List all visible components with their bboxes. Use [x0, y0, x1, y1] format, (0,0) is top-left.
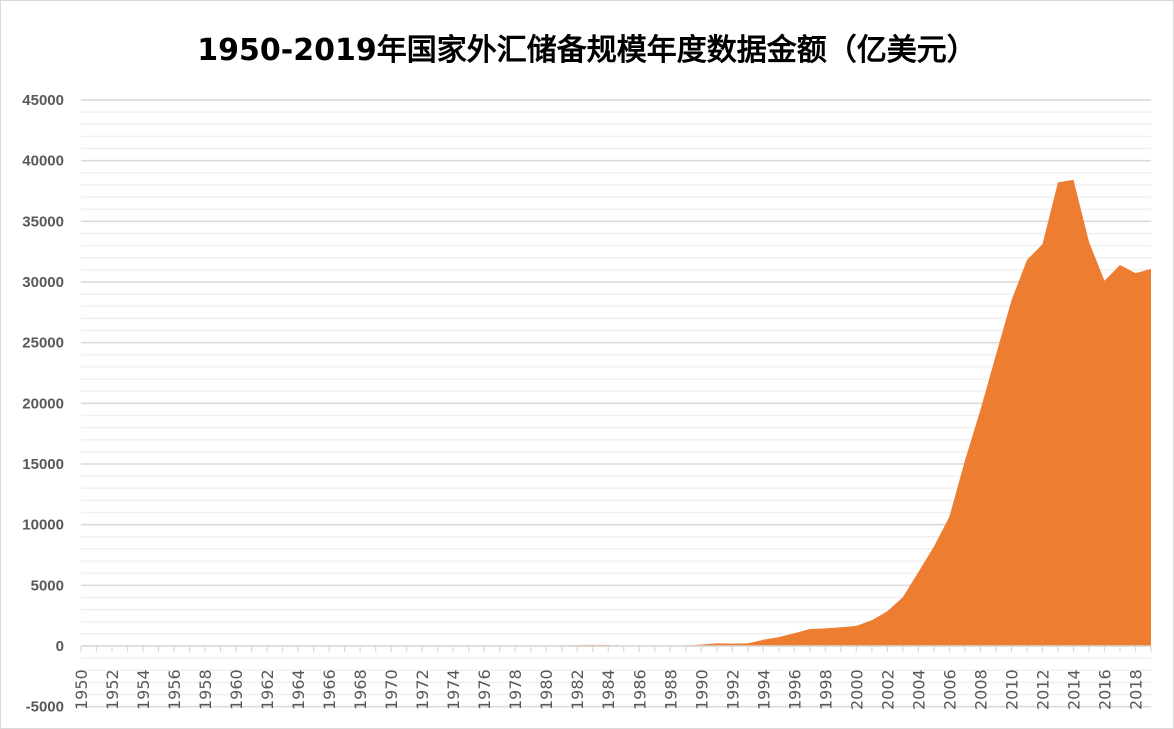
x-tick-label: 2004 [909, 669, 928, 710]
y-tick-label: -5000 [26, 699, 64, 716]
y-tick-label: 35000 [22, 213, 64, 230]
y-tick-label: 25000 [22, 335, 64, 352]
x-tick-label: 1962 [258, 669, 277, 710]
x-tick-label: 1992 [723, 669, 742, 710]
x-tick-label: 1966 [320, 669, 339, 710]
x-tick-label: 2006 [940, 669, 959, 710]
x-tick-label: 1970 [382, 669, 401, 710]
x-tick-label: 1988 [661, 669, 680, 710]
x-tick-label: 1956 [165, 669, 184, 710]
y-tick-label: 30000 [22, 274, 64, 291]
x-tick-label: 1986 [630, 669, 649, 710]
x-tick-label: 2018 [1126, 669, 1145, 710]
x-tick-label: 2008 [971, 669, 990, 710]
y-tick-label: 15000 [22, 456, 64, 473]
chart-title: 1950-2019年国家外汇储备规模年度数据金额（亿美元） [197, 33, 977, 68]
x-tick-label: 2016 [1095, 669, 1114, 710]
x-tick-label: 1998 [816, 669, 835, 710]
x-tick-label: 1972 [413, 669, 432, 710]
y-tick-label: 0 [56, 638, 64, 655]
y-tick-label: 45000 [22, 92, 64, 109]
x-tick-label: 1968 [351, 669, 370, 710]
x-tick-label: 1982 [568, 669, 587, 710]
x-tick-label: 1980 [537, 669, 556, 710]
x-tick-label: 1964 [289, 669, 308, 710]
x-tick-label: 1978 [506, 669, 525, 710]
y-tick-label: 5000 [31, 577, 64, 594]
y-tick-label: 40000 [22, 153, 64, 170]
x-tick-label: 2002 [878, 669, 897, 710]
y-tick-label: 20000 [22, 395, 64, 412]
x-tick-label: 1994 [754, 669, 773, 710]
x-tick-label: 1976 [475, 669, 494, 710]
x-tick-label: 2010 [1002, 669, 1021, 710]
x-tick-label: 1960 [227, 669, 246, 710]
y-tick-label: 10000 [22, 517, 64, 534]
area-series [81, 179, 1151, 647]
x-tick-label: 2014 [1064, 669, 1083, 710]
x-tick-label: 1974 [444, 669, 463, 710]
x-tick-label: 2000 [847, 669, 866, 710]
x-tick-label: 2012 [1033, 669, 1052, 710]
x-tick-label: 1950 [72, 669, 91, 710]
x-tick-label: 1954 [134, 669, 153, 710]
x-tick-label: 1958 [196, 669, 215, 710]
x-tick-label: 1990 [692, 669, 711, 710]
x-tick-label: 1996 [785, 669, 804, 710]
x-tick-label: 1984 [599, 669, 618, 710]
x-tick-label: 1952 [103, 669, 122, 710]
